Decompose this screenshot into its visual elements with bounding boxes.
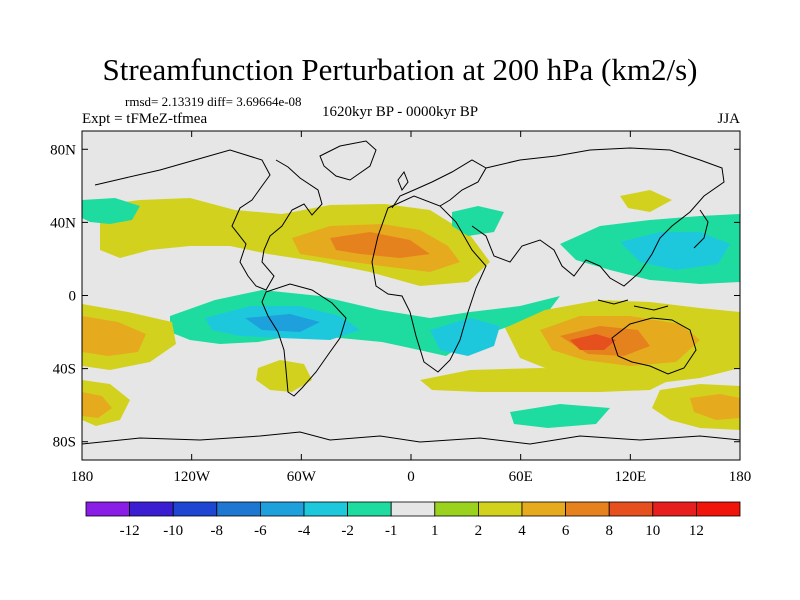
- contour-layer: [82, 140, 740, 445]
- season-label: JJA: [717, 111, 740, 127]
- experiment-label: Expt = tFMeZ-tfmea: [82, 111, 208, 127]
- colorbar-label: 4: [518, 523, 526, 539]
- contour-fill-region: [256, 360, 312, 392]
- y-tick-label: 80S: [53, 435, 76, 451]
- colorbar-swatch: [565, 501, 610, 517]
- contour-fill-region: [430, 318, 500, 356]
- coastline-antarctica: [82, 431, 740, 445]
- colorbar-label: -4: [298, 523, 311, 539]
- contour-fill-region: [570, 334, 616, 350]
- colorbar-label: -2: [341, 523, 354, 539]
- stats-text: rmsd= 2.13319 diff= 3.69664e-08: [125, 94, 302, 109]
- coastline-uk: [397, 170, 409, 192]
- colorbar-swatch: [477, 501, 523, 517]
- colorbar-swatch: [347, 501, 392, 517]
- colorbar-swatch: [608, 501, 654, 517]
- colorbar-label: 10: [645, 523, 660, 539]
- contour-fill-region: [82, 198, 140, 224]
- coastline-europe: [391, 159, 487, 209]
- y-tick-label: 80N: [50, 142, 76, 158]
- colorbar-label: 1: [431, 523, 439, 539]
- coastline-australia: [611, 317, 697, 375]
- colorbar-swatch: [259, 501, 305, 517]
- x-tick-label: 60E: [509, 469, 533, 485]
- colorbar-swatch: [85, 501, 130, 517]
- coastline-asia: [471, 147, 725, 287]
- coastline-south-america: [261, 283, 347, 397]
- colorbar-label: -10: [163, 523, 183, 539]
- contour-fill-region: [420, 368, 670, 392]
- chart-title: Streamfunction Perturbation at 200 hPa (…: [102, 52, 698, 87]
- colorbar-swatch: [172, 501, 218, 517]
- contour-fill-region: [510, 404, 610, 428]
- contour-fill-region: [245, 314, 320, 332]
- y-tick-label: 40N: [50, 215, 76, 231]
- colorbar-label: -8: [211, 523, 224, 539]
- y-tick-label: 0: [69, 289, 77, 305]
- colorbar-label: 12: [689, 523, 704, 539]
- x-tick-label: 60W: [287, 469, 317, 485]
- contour-fill-region: [82, 392, 112, 418]
- colorbar-label: 8: [605, 523, 613, 539]
- x-tick-label: 180: [71, 469, 94, 485]
- colorbar-label: -1: [385, 523, 398, 539]
- colorbar-swatch: [434, 501, 479, 517]
- x-tick-label: 180: [729, 469, 752, 485]
- contour-fill-region: [452, 206, 504, 236]
- contour-fill-region: [620, 190, 672, 212]
- x-tick-label: 120E: [614, 469, 646, 485]
- coastline-indonesia: [597, 299, 669, 311]
- contour-fill-region: [82, 316, 146, 356]
- colorbar-label: -6: [254, 523, 267, 539]
- colorbar-label: -12: [120, 523, 140, 539]
- colorbar-swatch: [696, 501, 741, 517]
- colorbar-swatch: [129, 501, 174, 517]
- colorbar-swatch: [521, 501, 566, 517]
- colorbar-label: 6: [562, 523, 570, 539]
- colorbar-swatch: [216, 501, 261, 517]
- coastline-japan: [693, 209, 709, 249]
- contour-fill-region: [690, 394, 740, 420]
- coastline-africa: [371, 195, 487, 373]
- x-tick-label: 120W: [173, 469, 211, 485]
- colorbar-swatch: [390, 501, 436, 517]
- contour-fill-region: [330, 232, 430, 258]
- period-label: 1620kyr BP - 0000kyr BP: [322, 104, 479, 120]
- coastlines: [82, 140, 740, 445]
- coastline-north-america: [94, 149, 323, 291]
- colorbar-swatch: [652, 501, 697, 517]
- coastline-greenland: [319, 140, 377, 181]
- colorbar-swatch: [303, 501, 348, 517]
- colorbar-label: 2: [475, 523, 483, 539]
- y-tick-label: 40S: [53, 362, 76, 378]
- x-tick-label: 0: [407, 469, 415, 485]
- plot-background: [82, 131, 740, 460]
